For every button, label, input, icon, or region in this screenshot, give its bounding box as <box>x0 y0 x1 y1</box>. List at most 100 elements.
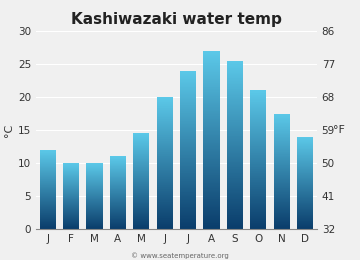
Bar <box>227 187 243 188</box>
Bar <box>86 185 103 186</box>
Bar <box>63 165 79 166</box>
Bar <box>40 225 56 226</box>
Bar <box>297 170 313 171</box>
Bar <box>250 111 266 112</box>
Bar <box>227 132 243 133</box>
Bar <box>250 205 266 206</box>
Bar <box>227 204 243 205</box>
Bar <box>86 208 103 209</box>
Bar <box>157 101 173 102</box>
Bar <box>203 79 220 80</box>
Bar <box>110 163 126 164</box>
Bar <box>274 162 290 163</box>
Bar <box>63 167 79 168</box>
Bar <box>274 139 290 140</box>
Bar <box>203 137 220 138</box>
Bar <box>110 225 126 226</box>
Bar <box>157 207 173 208</box>
Bar <box>274 145 290 146</box>
Bar <box>250 132 266 133</box>
Bar <box>274 202 290 203</box>
Bar <box>180 118 196 119</box>
Bar <box>227 102 243 103</box>
Bar <box>227 228 243 229</box>
Bar <box>250 114 266 115</box>
Bar <box>203 226 220 227</box>
Bar <box>250 215 266 216</box>
Bar <box>203 206 220 207</box>
Bar <box>157 226 173 227</box>
Bar <box>133 188 149 189</box>
Bar <box>227 62 243 63</box>
Bar <box>180 73 196 74</box>
Bar <box>133 201 149 202</box>
Bar <box>110 208 126 209</box>
Bar <box>63 187 79 188</box>
Bar <box>133 143 149 144</box>
Bar <box>157 213 173 214</box>
Bar <box>157 215 173 216</box>
Bar <box>180 110 196 111</box>
Bar <box>203 189 220 190</box>
Bar <box>180 107 196 108</box>
Bar <box>180 138 196 139</box>
Bar <box>40 200 56 201</box>
Bar <box>203 91 220 92</box>
Bar <box>40 171 56 172</box>
Bar <box>157 139 173 140</box>
Bar <box>180 156 196 157</box>
Bar <box>157 108 173 109</box>
Bar <box>180 97 196 98</box>
Bar <box>157 166 173 167</box>
Bar <box>63 217 79 218</box>
Bar <box>203 219 220 220</box>
Bar <box>227 107 243 108</box>
Bar <box>86 186 103 187</box>
Bar <box>180 79 196 80</box>
Bar <box>203 138 220 139</box>
Bar <box>203 80 220 81</box>
Bar <box>157 148 173 149</box>
Bar <box>250 107 266 108</box>
Bar <box>180 176 196 177</box>
Bar <box>180 120 196 121</box>
Bar <box>227 152 243 153</box>
Bar <box>180 174 196 175</box>
Bar <box>157 106 173 107</box>
Bar <box>133 134 149 135</box>
Bar <box>297 218 313 219</box>
Bar <box>110 195 126 196</box>
Bar <box>250 201 266 202</box>
Bar <box>203 228 220 229</box>
Bar <box>180 93 196 94</box>
Bar <box>203 85 220 86</box>
Bar <box>40 218 56 219</box>
Bar <box>203 72 220 73</box>
Bar <box>227 161 243 162</box>
Bar <box>203 211 220 212</box>
Bar <box>203 156 220 157</box>
Bar <box>250 95 266 96</box>
Bar <box>180 175 196 176</box>
Bar <box>40 205 56 206</box>
Bar <box>86 189 103 190</box>
Bar <box>180 127 196 128</box>
Bar <box>250 209 266 210</box>
Bar <box>250 147 266 148</box>
Bar <box>297 224 313 225</box>
Bar <box>203 69 220 70</box>
Bar <box>157 204 173 205</box>
Bar <box>274 126 290 127</box>
Bar <box>297 154 313 155</box>
Bar <box>157 191 173 192</box>
Bar <box>180 117 196 118</box>
Bar <box>227 177 243 178</box>
Bar <box>250 154 266 155</box>
Bar <box>133 147 149 148</box>
Bar <box>63 177 79 178</box>
Bar <box>157 125 173 126</box>
Bar <box>203 53 220 54</box>
Bar <box>110 221 126 222</box>
Bar <box>86 209 103 210</box>
Bar <box>227 139 243 140</box>
